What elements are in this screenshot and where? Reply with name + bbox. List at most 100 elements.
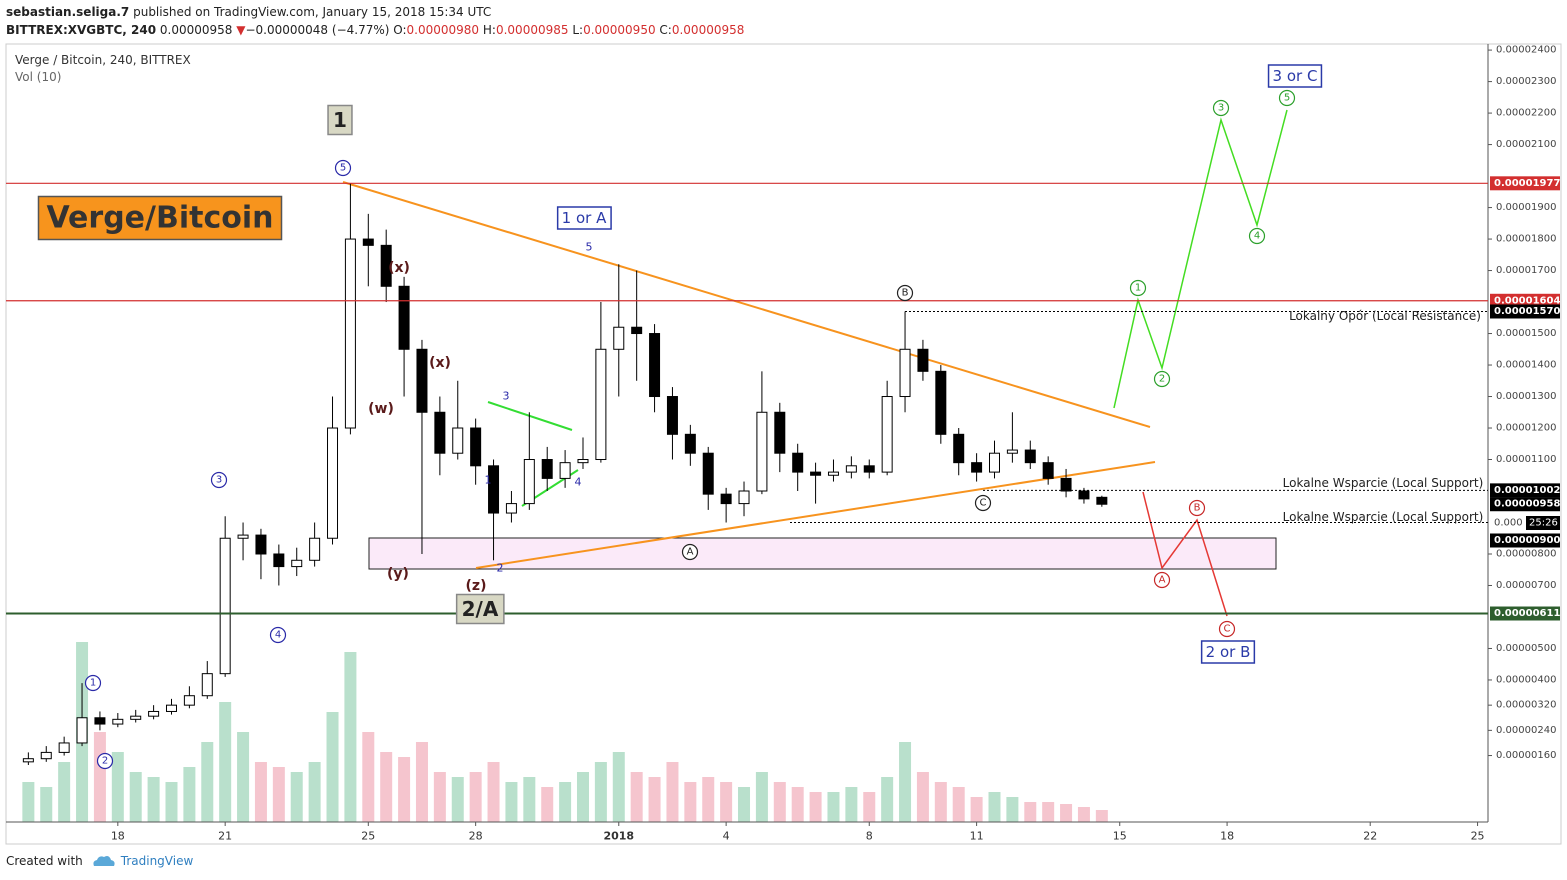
candle-body [130, 715, 142, 720]
annotation-box [1200, 640, 1256, 664]
footer: Created with TradingView [6, 853, 193, 869]
countdown-bg [1526, 516, 1560, 530]
annotation-box [37, 195, 283, 241]
candle-body [380, 244, 392, 287]
frame [5, 43, 1562, 845]
y-tick-label: 0.00001200 [1496, 423, 1556, 434]
candle-body [219, 537, 231, 675]
trendline [342, 181, 1151, 428]
wave-circle [1188, 499, 1206, 517]
o-label: O: [393, 23, 407, 37]
y-tick-label: 0.00000160 [1496, 750, 1556, 761]
y-tick-label: 0.00001400 [1496, 360, 1556, 371]
x-tick-label: 18 [111, 830, 125, 843]
price-label-box [1490, 606, 1560, 621]
annotation: 1 or A [562, 209, 607, 227]
volume-bar [720, 782, 733, 822]
y-tick-label: 0.00002100 [1496, 139, 1556, 150]
volume-bar [183, 767, 196, 822]
y-tick-label: 0.00002300 [1496, 76, 1556, 87]
volume-bar [1006, 797, 1019, 822]
y-tick-label: 0.00002400 [1496, 45, 1556, 56]
wave-circle [210, 471, 228, 489]
wave-circle [1248, 227, 1266, 245]
annotation-box [1267, 64, 1323, 88]
price-label-box [1490, 497, 1560, 512]
volume-bar [773, 782, 786, 822]
volume-bar [362, 732, 375, 822]
volume-bar [684, 782, 697, 822]
candle-body [40, 751, 52, 760]
sub-wave-label: 4 [575, 476, 582, 489]
wave-circle-label: B [1194, 503, 1201, 514]
x-tick-label: 25 [1471, 830, 1485, 843]
x-tick-label: 15 [1113, 830, 1127, 843]
sub-wave-label: 5 [586, 241, 593, 254]
wave-label: (x) [388, 260, 410, 276]
volume-bar [22, 782, 35, 822]
candle-body [827, 471, 839, 476]
y-tick-label: 0.00001500 [1496, 328, 1556, 339]
quote-line: BITTREX:XVGBTC, 240 0.00000958 ▼−0.00000… [6, 21, 744, 39]
candle-body [416, 348, 428, 413]
y-tick-label: 0.00002200 [1496, 108, 1556, 119]
volume-bar [433, 772, 446, 822]
bull-projection [1113, 109, 1288, 409]
candle-body [863, 465, 875, 473]
annotation: 2 or B [1206, 643, 1251, 661]
volume-bar [738, 787, 751, 822]
wave-circle [1153, 571, 1171, 589]
candle-body [362, 238, 374, 246]
volume-bar [666, 762, 679, 822]
symbol: BITTREX:XVGBTC, 240 [6, 23, 157, 37]
candle-body [434, 411, 446, 454]
volume-bar [147, 777, 160, 822]
change: −0.00000048 (−4.77%) [245, 23, 390, 37]
wave-circle [334, 159, 352, 177]
sub-wave-label: 2 [497, 562, 504, 575]
wave-circle-label: C [1224, 624, 1231, 635]
volume-bar [344, 652, 357, 822]
candle-body [183, 695, 195, 706]
candle-body [988, 452, 1000, 473]
volume-bar [129, 772, 142, 822]
volume-bar [881, 777, 894, 822]
brand[interactable]: TradingView [120, 854, 194, 868]
h-label: H: [482, 23, 496, 37]
volume-bar [755, 772, 768, 822]
candle-body [505, 503, 517, 514]
wave-circle [681, 543, 699, 561]
annotation: 3 or C [1273, 67, 1318, 85]
logo[interactable] [91, 853, 117, 869]
x-tick-label: 11 [970, 830, 984, 843]
wave-label: (y) [387, 566, 409, 582]
x-tick-label: 25 [361, 830, 375, 843]
volume-bar [469, 772, 482, 822]
volume-bar [523, 777, 536, 822]
down-arrow: ▼ [236, 23, 246, 37]
candle-body [792, 452, 804, 473]
price-label: 0.00000958 [1494, 499, 1560, 510]
candle-body [810, 471, 822, 476]
volume-bar [1095, 810, 1108, 822]
candle-body [488, 465, 500, 514]
bear-projection [1142, 491, 1228, 617]
candle-body [452, 427, 464, 454]
candle-body [971, 462, 983, 473]
volume-bar [988, 792, 1001, 822]
y-tick-label: 0.00000240 [1496, 725, 1556, 736]
volume-bar [40, 787, 53, 822]
volume-bar [201, 742, 214, 822]
volume-bar [576, 772, 589, 822]
candle-body [631, 326, 643, 335]
author[interactable]: sebastian.seliga.7 [6, 5, 130, 19]
candle-body [165, 704, 177, 712]
candle-body [327, 427, 339, 539]
candle-body [720, 493, 732, 505]
candle-body [595, 348, 607, 461]
wave-circle-label: 3 [1218, 103, 1224, 114]
annotation: 2/A [462, 597, 499, 621]
triangle-line [487, 401, 573, 431]
candle-body [470, 427, 482, 467]
